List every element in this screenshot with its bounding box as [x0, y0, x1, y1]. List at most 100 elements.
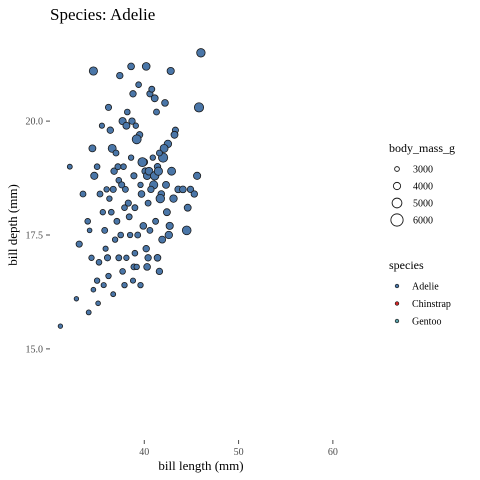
y-axis-title: bill depth (mm) — [5, 184, 20, 266]
size-legend-item: 6000 — [390, 213, 433, 227]
y-tick-label: 15.0 — [26, 344, 44, 355]
data-point — [86, 227, 93, 234]
data-point — [102, 245, 109, 252]
data-point — [131, 134, 142, 145]
size-legend-item: 5000 — [391, 197, 433, 210]
data-point — [193, 171, 202, 180]
data-point — [93, 163, 101, 170]
data-point — [144, 199, 152, 207]
data-point — [122, 185, 129, 193]
data-point — [125, 213, 133, 221]
data-point — [153, 108, 160, 116]
data-point — [139, 222, 148, 230]
species-legend-item: Chinstrap — [394, 299, 451, 310]
data-point — [106, 126, 114, 134]
data-point — [148, 85, 156, 93]
data-point — [132, 122, 139, 129]
data-point — [135, 81, 142, 88]
data-point — [162, 208, 171, 217]
data-point — [106, 195, 113, 202]
species-legend-label: Adelie — [412, 282, 439, 293]
data-point — [129, 277, 137, 284]
data-point — [161, 99, 169, 107]
data-point — [129, 90, 137, 98]
data-point — [158, 235, 167, 244]
y-tick-label: 17.5 — [26, 231, 44, 242]
data-point — [143, 263, 151, 271]
data-point — [101, 226, 109, 234]
data-point — [75, 240, 83, 248]
data-point — [88, 66, 98, 76]
size-legend-title: body_mass_g — [389, 141, 455, 155]
data-point — [134, 231, 142, 239]
x-tick-label: 50 — [234, 447, 244, 458]
data-point — [124, 108, 131, 116]
data-point — [90, 171, 99, 180]
data-point — [137, 157, 148, 168]
data-point — [155, 267, 164, 276]
data-point — [103, 254, 112, 262]
data-point — [114, 163, 122, 171]
data-point — [105, 272, 112, 280]
data-point — [165, 221, 174, 230]
data-point — [162, 180, 170, 189]
size-legend-key-icon — [392, 181, 402, 191]
data-point — [164, 230, 173, 240]
data-point — [193, 102, 205, 113]
data-point — [103, 186, 110, 193]
x-tick-label: 40 — [139, 447, 149, 458]
data-point — [179, 185, 187, 194]
data-point — [104, 103, 113, 111]
data-point — [115, 254, 123, 262]
data-point — [116, 71, 124, 80]
data-point — [121, 281, 128, 289]
data-point — [183, 203, 192, 212]
size-legend-label: 4000 — [413, 182, 433, 193]
x-axis: 40 50 60 — [139, 440, 338, 458]
data-point — [153, 254, 162, 262]
data-point — [85, 309, 92, 316]
data-point — [117, 231, 124, 239]
data-point — [110, 167, 118, 175]
species-legend-label: Gentoo — [412, 317, 441, 328]
data-point — [120, 163, 127, 170]
data-point — [73, 296, 80, 302]
species-legend-title: species — [389, 258, 424, 272]
data-point — [122, 121, 131, 130]
data-point — [119, 268, 126, 275]
data-point — [99, 209, 106, 216]
data-point — [149, 154, 156, 161]
data-point — [133, 263, 140, 271]
data-point — [155, 193, 165, 204]
data-point — [166, 66, 175, 76]
x-axis-title: bill length (mm) — [158, 458, 243, 473]
size-legend-key-icon — [391, 197, 403, 209]
data-point — [131, 249, 139, 257]
species-legend-key-icon — [394, 283, 400, 289]
data-point — [196, 48, 206, 58]
species-legend-key-icon — [394, 318, 400, 324]
data-point — [118, 181, 126, 189]
data-point — [170, 130, 179, 139]
data-point — [109, 185, 117, 193]
data-point — [159, 143, 169, 153]
data-point — [181, 225, 192, 236]
size-legend-label: 5000 — [413, 199, 433, 210]
data-point — [108, 208, 115, 216]
x-tick-label: 60 — [328, 447, 338, 458]
data-point — [144, 254, 152, 262]
data-point — [190, 190, 198, 198]
data-point — [142, 245, 150, 253]
data-point — [147, 185, 155, 194]
data-point — [152, 217, 160, 225]
data-point — [130, 172, 138, 180]
data-point — [137, 281, 144, 289]
data-points — [57, 48, 206, 329]
data-point — [98, 122, 105, 129]
species-legend-label: Chinstrap — [412, 299, 451, 310]
data-point — [121, 204, 128, 211]
size-legend-label: 6000 — [413, 216, 433, 227]
data-point — [155, 149, 163, 157]
data-point — [96, 190, 104, 198]
data-point — [79, 190, 87, 198]
